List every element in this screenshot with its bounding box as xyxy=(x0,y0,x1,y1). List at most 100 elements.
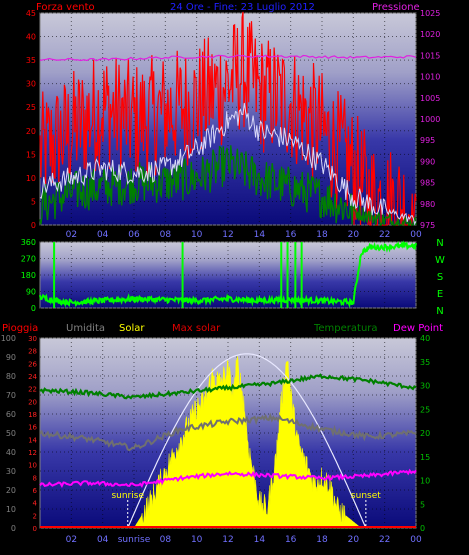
temperature-tick-label: 20 xyxy=(420,429,430,438)
wind-right-tick-label: 980 xyxy=(420,200,435,209)
wind-right-tick-label: 975 xyxy=(420,221,435,230)
rain-tick-label: 14 xyxy=(28,436,37,444)
max-solar-curve xyxy=(127,353,367,529)
direction-left-tick-label: 270 xyxy=(21,255,36,264)
wind-left-tick-label: 10 xyxy=(26,174,36,183)
humidity-tick-label: 30 xyxy=(6,467,16,476)
rain-tick-label: 8 xyxy=(33,474,37,482)
temperature-tick-label: 30 xyxy=(420,382,430,391)
temperature-tick-label: 40 xyxy=(420,334,430,343)
rain-tick-label: 6 xyxy=(33,487,38,495)
direction-left-tick-label: 360 xyxy=(21,238,36,247)
sunrise-label: sunrise xyxy=(111,491,144,501)
direction-left-tick-label: 180 xyxy=(21,271,36,280)
wind-left-tick-label: 30 xyxy=(26,80,36,89)
wind-right-tick-label: 1020 xyxy=(420,30,440,39)
wind-x-tick-label: 08 xyxy=(160,230,172,240)
direction-compass-label: S xyxy=(437,272,443,283)
humidity-tick-label: 10 xyxy=(6,505,16,514)
rain-tick-label: 20 xyxy=(28,398,37,406)
solar-plot-layer: 02 04 sunrise 08 10 12 14 16 18 20 22 0001020304050… xyxy=(1,334,430,545)
wind-x-tick-label: 20 xyxy=(348,230,360,240)
temperature-tick-label: 25 xyxy=(420,405,430,414)
rain-tick-label: 24 xyxy=(28,373,37,381)
solar-x-tick-label: 16 xyxy=(285,535,297,545)
rain-tick-label: 12 xyxy=(28,449,37,457)
chart-title: 24 Ore - Fine: 23 Luglio 2012 xyxy=(170,2,315,13)
wind-right-tick-label: 995 xyxy=(420,136,435,145)
wind-x-tick-label: 18 xyxy=(316,230,328,240)
solar-x-tick-label: 12 xyxy=(222,535,233,545)
humidity-tick-label: 40 xyxy=(6,448,16,457)
wind-left-axis-label: Forza vento xyxy=(36,2,95,13)
wind-left-tick-label: 20 xyxy=(26,127,36,136)
wind-right-tick-label: 1005 xyxy=(420,94,440,103)
wind-plot-layer: 02 04 06 08 10 12 14 16 18 20 22 000510152025303540… xyxy=(26,9,441,240)
wind-x-tick-label: 02 xyxy=(66,230,77,240)
wind-x-tick-label: 06 xyxy=(128,230,140,240)
solar-area xyxy=(133,356,362,529)
rain-tick-label: 16 xyxy=(28,424,37,432)
wind-x-tick-label: 12 xyxy=(222,230,233,240)
dew-point-series xyxy=(39,468,417,489)
humidity-tick-label: 60 xyxy=(6,410,16,419)
temperature-series xyxy=(39,373,417,400)
legend-solar: Solar xyxy=(119,323,145,334)
solar-x-tick-label: 02 xyxy=(66,535,77,545)
solar-x-tick-label: 10 xyxy=(191,535,203,545)
wind-right-axis-label: Pressione xyxy=(372,2,420,13)
direction-compass-label: W xyxy=(435,255,445,266)
direction-compass-label: E xyxy=(437,289,443,300)
wind-left-tick-label: 25 xyxy=(26,103,36,112)
rain-tick-label: 18 xyxy=(28,411,37,419)
wind-mean-series xyxy=(39,102,417,226)
wind-left-tick-label: 35 xyxy=(26,56,36,65)
solar-x-tick-label: 20 xyxy=(348,535,360,545)
solar-x-tick-label: 22 xyxy=(379,535,390,545)
humidity-tick-label: 20 xyxy=(6,486,16,495)
solar-x-tick-label: 00 xyxy=(410,535,422,545)
wind-right-tick-label: 985 xyxy=(420,179,435,188)
legend-umidita: Umidita xyxy=(66,323,105,334)
humidity-tick-label: 0 xyxy=(11,524,16,533)
direction-series xyxy=(39,240,417,309)
wind-left-tick-label: 15 xyxy=(26,150,36,159)
legend-max-solar: Max solar xyxy=(172,323,221,334)
wind-x-tick-label: 22 xyxy=(379,230,390,240)
wind-left-tick-label: 45 xyxy=(26,9,36,18)
wind-right-tick-label: 1000 xyxy=(420,115,440,124)
legend-temperatura: Temperatura xyxy=(313,323,378,334)
pressure-series xyxy=(39,54,417,62)
wind-right-tick-label: 990 xyxy=(420,157,435,166)
wind-right-tick-label: 1010 xyxy=(420,73,440,82)
solar-x-tick-label: 18 xyxy=(316,535,328,545)
temperature-tick-label: 10 xyxy=(420,477,430,486)
humidity-tick-label: 80 xyxy=(6,372,16,381)
wind-right-tick-label: 1025 xyxy=(420,9,440,18)
solar-x-tick-label: 04 xyxy=(97,535,109,545)
wind-left-tick-label: 5 xyxy=(31,197,36,206)
legend-dew-point: Dew Point xyxy=(393,323,443,334)
direction-compass-label: N xyxy=(436,306,443,317)
legend-pioggia: Pioggia xyxy=(2,323,38,334)
solar-x-tick-label: 14 xyxy=(254,535,266,545)
wind-x-tick-label: 14 xyxy=(254,230,266,240)
direction-compass-label: N xyxy=(436,238,443,249)
humidity-tick-label: 100 xyxy=(1,334,16,343)
wind-right-tick-label: 1015 xyxy=(420,51,440,60)
rain-tick-label: 30 xyxy=(28,335,37,343)
rain-tick-label: 26 xyxy=(28,360,37,368)
humidity-tick-label: 50 xyxy=(6,429,16,438)
wind-x-tick-label: 16 xyxy=(285,230,297,240)
humidity-tick-label: 70 xyxy=(6,391,16,400)
rain-tick-label: 2 xyxy=(33,512,37,520)
temperature-tick-label: 0 xyxy=(420,524,425,533)
temperature-tick-label: 5 xyxy=(420,500,425,509)
solar-x-tick-label: sunrise xyxy=(118,535,151,545)
wind-left-tick-label: 40 xyxy=(26,33,36,42)
wind-x-tick-label: 00 xyxy=(410,230,422,240)
sunset-label: sunset xyxy=(351,491,381,501)
